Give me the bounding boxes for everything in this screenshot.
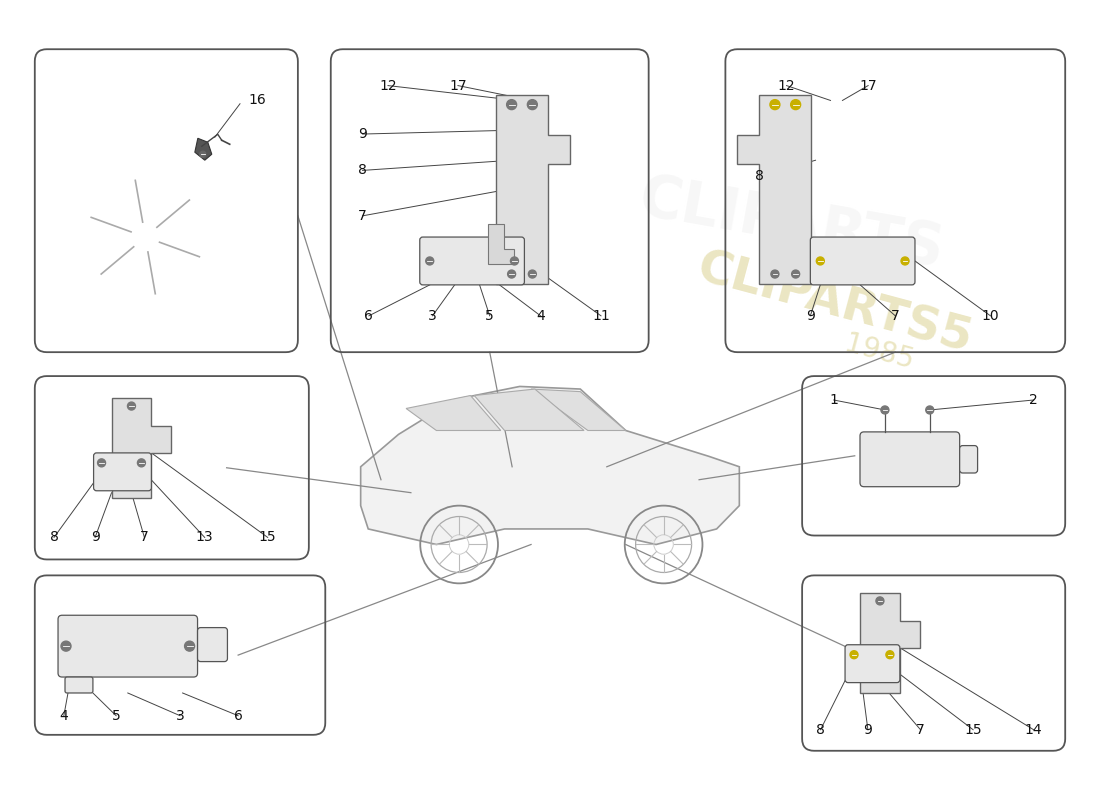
Text: 16: 16 xyxy=(248,93,266,106)
FancyBboxPatch shape xyxy=(959,446,978,473)
Circle shape xyxy=(60,641,72,651)
Polygon shape xyxy=(737,94,811,284)
Text: 9: 9 xyxy=(806,309,815,323)
Text: 9: 9 xyxy=(359,127,367,141)
Circle shape xyxy=(771,270,779,278)
Text: 15: 15 xyxy=(965,722,982,737)
Circle shape xyxy=(850,650,858,658)
Circle shape xyxy=(128,402,135,410)
Text: 7: 7 xyxy=(891,309,900,323)
Text: 6: 6 xyxy=(364,309,373,323)
Polygon shape xyxy=(406,395,500,430)
FancyBboxPatch shape xyxy=(860,432,959,486)
FancyBboxPatch shape xyxy=(58,615,198,677)
Polygon shape xyxy=(496,94,570,284)
Polygon shape xyxy=(531,389,626,430)
Text: 7: 7 xyxy=(140,530,148,545)
Text: 7: 7 xyxy=(916,722,925,737)
Circle shape xyxy=(98,459,106,467)
Text: 5: 5 xyxy=(112,709,121,722)
Text: 13: 13 xyxy=(196,530,213,545)
Text: 4: 4 xyxy=(59,709,68,722)
Text: 9: 9 xyxy=(864,722,872,737)
Text: 1: 1 xyxy=(829,393,838,407)
FancyBboxPatch shape xyxy=(65,677,92,693)
Circle shape xyxy=(816,257,824,265)
Text: 1985: 1985 xyxy=(842,330,916,375)
Polygon shape xyxy=(488,224,514,264)
Polygon shape xyxy=(860,593,920,693)
Circle shape xyxy=(881,406,889,414)
Circle shape xyxy=(876,597,884,605)
Text: 4: 4 xyxy=(536,309,544,323)
Text: 2: 2 xyxy=(1030,393,1038,407)
Circle shape xyxy=(426,257,433,265)
Circle shape xyxy=(185,641,195,651)
Text: 5: 5 xyxy=(485,309,494,323)
Text: 17: 17 xyxy=(859,78,877,93)
Text: 3: 3 xyxy=(428,309,437,323)
FancyBboxPatch shape xyxy=(811,237,915,285)
Text: 14: 14 xyxy=(1025,722,1043,737)
Text: 17: 17 xyxy=(449,78,466,93)
Polygon shape xyxy=(361,386,739,545)
Text: 7: 7 xyxy=(359,209,367,223)
Circle shape xyxy=(510,257,518,265)
Text: 8: 8 xyxy=(816,722,825,737)
Text: 15: 15 xyxy=(258,530,276,545)
Circle shape xyxy=(507,270,516,278)
Text: 8: 8 xyxy=(50,530,58,545)
Circle shape xyxy=(886,650,894,658)
Circle shape xyxy=(926,406,934,414)
Text: CLIPARTS: CLIPARTS xyxy=(635,170,948,279)
FancyBboxPatch shape xyxy=(198,628,228,662)
Polygon shape xyxy=(474,389,584,430)
Text: 10: 10 xyxy=(981,309,999,323)
Polygon shape xyxy=(195,138,212,160)
Text: 8: 8 xyxy=(755,170,763,183)
FancyBboxPatch shape xyxy=(845,645,900,682)
Text: 12: 12 xyxy=(778,78,795,93)
Circle shape xyxy=(200,151,206,158)
Circle shape xyxy=(770,100,780,110)
Text: 3: 3 xyxy=(176,709,185,722)
Text: CLIPARTS5: CLIPARTS5 xyxy=(692,246,978,362)
Polygon shape xyxy=(111,398,172,498)
Circle shape xyxy=(792,270,800,278)
Circle shape xyxy=(791,100,801,110)
Circle shape xyxy=(528,270,537,278)
Text: a passion for parts.net: a passion for parts.net xyxy=(393,482,707,510)
Text: 8: 8 xyxy=(359,163,367,178)
FancyBboxPatch shape xyxy=(94,453,152,490)
Text: 9: 9 xyxy=(90,530,99,545)
Circle shape xyxy=(138,459,145,467)
Circle shape xyxy=(507,100,517,110)
Text: 6: 6 xyxy=(233,709,243,722)
Text: 12: 12 xyxy=(379,78,397,93)
FancyBboxPatch shape xyxy=(420,237,525,285)
Text: 11: 11 xyxy=(592,309,609,323)
Circle shape xyxy=(527,100,537,110)
Circle shape xyxy=(901,257,909,265)
